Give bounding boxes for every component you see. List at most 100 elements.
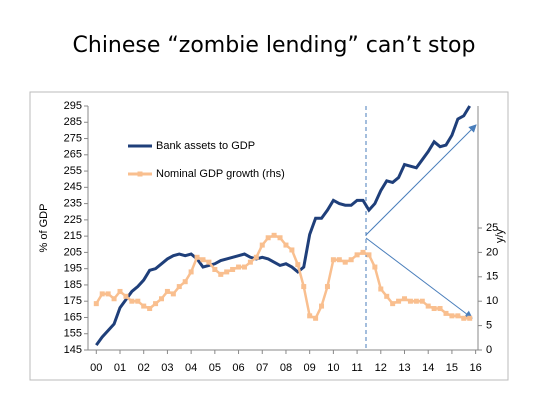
x-tick-label: 12: [375, 362, 387, 374]
series-marker: [354, 252, 360, 258]
x-tick-label: 01: [114, 362, 126, 374]
series-marker: [431, 306, 437, 312]
y-tick-label: 285: [64, 116, 82, 128]
series-marker: [135, 298, 141, 304]
series-marker: [443, 310, 449, 316]
series-marker: [390, 301, 396, 307]
x-tick-label: 03: [161, 362, 173, 374]
y2-tick-label: 20: [486, 246, 498, 258]
series-marker: [247, 259, 253, 265]
legend-label: Bank assets to GDP: [156, 140, 255, 152]
series-marker: [253, 254, 259, 260]
y-tick-label: 265: [64, 149, 82, 161]
y-tick-label: 185: [64, 279, 82, 291]
series-marker: [461, 315, 467, 321]
series-marker: [265, 235, 271, 241]
y2-axis-label: y/y: [494, 228, 506, 243]
x-tick-label: 05: [209, 362, 221, 374]
x-tick-label: 02: [138, 362, 150, 374]
series-marker: [360, 249, 366, 255]
series-marker: [158, 296, 164, 302]
series-marker: [212, 266, 218, 272]
series-marker: [455, 313, 461, 319]
series-marker: [111, 296, 117, 302]
series-marker: [105, 291, 111, 297]
y-tick-label: 215: [64, 230, 82, 242]
series-marker: [413, 298, 419, 304]
series-marker: [117, 288, 123, 294]
series-marker: [224, 269, 230, 275]
series-marker: [129, 298, 135, 304]
series-marker: [259, 242, 265, 248]
series-marker: [188, 269, 194, 275]
series-marker: [271, 232, 277, 238]
x-tick-label: 13: [398, 362, 410, 374]
series-marker: [307, 313, 313, 319]
x-tick-label: 07: [256, 362, 268, 374]
series-marker: [182, 279, 188, 285]
series-marker: [141, 303, 147, 309]
y-tick-label: 145: [64, 344, 82, 356]
series-marker: [241, 264, 247, 270]
trend-arrow: [365, 237, 473, 319]
chart-title: Chinese “zombie lending” can’t stop: [73, 33, 476, 58]
series-marker: [153, 301, 159, 307]
series-marker: [230, 266, 236, 272]
x-tick-label: 00: [90, 362, 102, 374]
series-marker: [164, 288, 170, 294]
y2-tick-label: 15: [486, 271, 498, 283]
series-marker: [336, 257, 342, 263]
y2-tick-label: 0: [486, 344, 492, 356]
series-marker: [402, 296, 408, 302]
series-marker: [236, 264, 242, 270]
series-marker: [319, 303, 325, 309]
y2-tick-label: 5: [486, 320, 492, 332]
y2-tick-label: 25: [486, 222, 498, 234]
series-marker: [449, 313, 455, 319]
series-marker: [437, 306, 443, 312]
x-tick-label: 16: [470, 362, 482, 374]
series-marker: [407, 298, 413, 304]
series-marker: [342, 259, 348, 265]
legend-label: Nominal GDP growth (rhs): [156, 168, 285, 180]
y-tick-label: 255: [64, 165, 82, 177]
x-tick-label: 15: [446, 362, 458, 374]
series-marker: [289, 247, 295, 253]
series-marker: [176, 284, 182, 290]
y-tick-label: 225: [64, 214, 82, 226]
series-marker: [123, 293, 129, 299]
y-tick-label: 155: [64, 328, 82, 340]
series-marker: [295, 262, 301, 268]
series-marker: [200, 257, 206, 263]
series-marker: [425, 303, 431, 309]
series-line: [95, 105, 471, 347]
series-marker: [372, 264, 378, 270]
trend-arrow: [365, 124, 477, 236]
series-marker: [324, 284, 330, 290]
x-tick-label: 09: [304, 362, 316, 374]
series-marker: [378, 286, 384, 292]
x-tick-label: 04: [185, 362, 197, 374]
series-marker: [194, 254, 200, 260]
y-tick-label: 205: [64, 246, 82, 258]
y-tick-label: 175: [64, 295, 82, 307]
x-tick-label: 14: [422, 362, 434, 374]
series-marker: [170, 291, 176, 297]
series-marker: [313, 315, 319, 321]
legend-marker: [137, 171, 143, 177]
series-marker: [206, 259, 212, 265]
y-tick-label: 245: [64, 181, 82, 193]
series-marker: [366, 252, 372, 258]
series-marker: [348, 257, 354, 263]
chart-frame: [29, 91, 509, 381]
series-marker: [330, 257, 336, 263]
series-marker: [218, 271, 224, 277]
x-tick-label: 11: [351, 362, 362, 374]
series-marker: [384, 293, 390, 299]
x-tick-label: 10: [327, 362, 339, 374]
series-marker: [277, 235, 283, 241]
y-tick-label: 235: [64, 198, 82, 210]
y-tick-label: 295: [64, 100, 82, 112]
series-line: [95, 233, 470, 320]
